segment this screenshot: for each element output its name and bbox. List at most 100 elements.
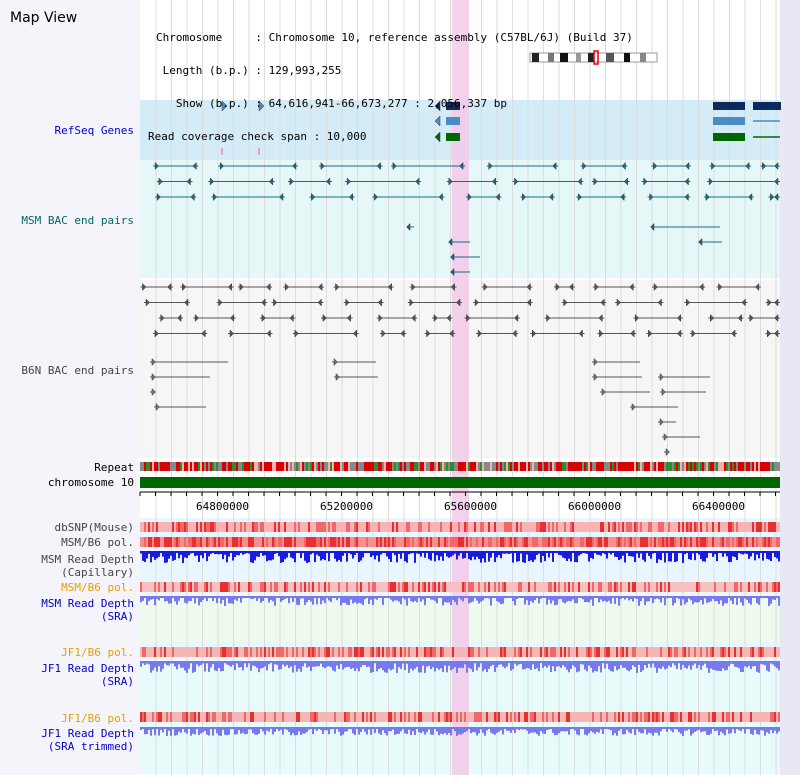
direction-arrow bbox=[229, 313, 235, 323]
read-depth-bar bbox=[690, 551, 692, 560]
read-depth-bar bbox=[526, 727, 528, 731]
heat-cell bbox=[186, 522, 188, 532]
track-label-refseq[interactable]: RefSeq Genes bbox=[54, 124, 134, 137]
heat-cell bbox=[750, 712, 752, 722]
heat-cell bbox=[582, 712, 584, 722]
read-depth-bar bbox=[204, 661, 206, 672]
heat-cell bbox=[768, 522, 770, 532]
heat-cell bbox=[750, 522, 752, 532]
heat-cell bbox=[226, 712, 228, 722]
heat-cell bbox=[538, 537, 540, 547]
read-depth-bar bbox=[372, 596, 374, 606]
read-depth-bar bbox=[758, 551, 760, 559]
read-depth-bar bbox=[542, 661, 544, 668]
read-depth-bar bbox=[676, 596, 678, 598]
heat-cell bbox=[702, 522, 704, 532]
read-depth-bar bbox=[376, 727, 378, 729]
read-depth-bar bbox=[602, 727, 604, 735]
repeat-segment bbox=[274, 462, 276, 471]
heat-cell bbox=[150, 647, 152, 657]
read-depth-bar bbox=[424, 727, 426, 735]
repeat-segment bbox=[182, 462, 184, 471]
info-chromosome: Chromosome : Chromosome 10, reference as… bbox=[156, 31, 633, 44]
read-depth-bar bbox=[260, 727, 262, 729]
heat-cell bbox=[266, 537, 268, 547]
heat-cell bbox=[150, 537, 152, 547]
read-depth-bar bbox=[238, 661, 240, 668]
read-depth-bar bbox=[172, 661, 174, 664]
direction-arrow bbox=[762, 161, 767, 171]
track-label-b6n-bac[interactable]: B6N BAC end pairs bbox=[21, 364, 134, 377]
read-depth-bar bbox=[576, 661, 578, 673]
heat-cell bbox=[184, 537, 186, 547]
heat-cell bbox=[674, 522, 676, 532]
heat-cell bbox=[208, 582, 210, 592]
read-depth-bar bbox=[252, 727, 254, 734]
read-depth-bar bbox=[218, 661, 220, 668]
heat-cell bbox=[426, 712, 428, 722]
read-depth-bar bbox=[402, 661, 404, 664]
read-depth-bar bbox=[682, 596, 684, 600]
read-depth-bar bbox=[758, 661, 760, 673]
read-depth-bar bbox=[468, 727, 470, 729]
heat-cell bbox=[172, 522, 174, 532]
track-label-msm-bac[interactable]: MSM BAC end pairs bbox=[21, 214, 134, 227]
read-depth-bar bbox=[170, 596, 172, 604]
heat-cell bbox=[212, 647, 214, 657]
read-depth-bar bbox=[304, 727, 306, 734]
heat-cell bbox=[364, 712, 366, 722]
direction-arrow bbox=[415, 177, 420, 186]
heat-cell bbox=[240, 537, 242, 547]
heat-cell bbox=[658, 522, 660, 532]
heat-cell bbox=[380, 582, 382, 592]
read-depth-bar bbox=[376, 596, 378, 600]
read-depth-bar bbox=[260, 661, 262, 669]
repeat-segment bbox=[436, 462, 438, 471]
heat-cell bbox=[200, 582, 202, 592]
repeat-segment bbox=[244, 462, 246, 471]
heat-cell bbox=[626, 712, 628, 722]
read-depth-bar bbox=[374, 727, 376, 734]
heat-cell bbox=[332, 712, 334, 722]
heat-cell bbox=[530, 712, 532, 722]
heat-cell bbox=[424, 712, 426, 722]
heat-cell bbox=[442, 537, 444, 547]
read-depth-bar bbox=[592, 661, 594, 673]
heat-cell bbox=[778, 522, 780, 532]
heat-cell bbox=[216, 537, 218, 547]
read-depth-bar bbox=[700, 596, 702, 601]
heat-cell bbox=[738, 537, 740, 547]
heat-cell bbox=[268, 537, 270, 547]
heat-cell bbox=[614, 582, 616, 592]
heat-cell bbox=[728, 582, 730, 592]
read-depth-bar bbox=[192, 727, 194, 734]
repeat-segment bbox=[448, 462, 450, 471]
heat-cell bbox=[292, 537, 294, 547]
read-depth-bar bbox=[706, 551, 708, 558]
read-depth-bar bbox=[504, 551, 506, 554]
direction-arrow bbox=[593, 372, 598, 382]
heat-cell bbox=[472, 582, 474, 592]
read-depth-bar bbox=[536, 727, 538, 734]
read-depth-bar bbox=[540, 727, 542, 732]
heat-cell bbox=[336, 582, 338, 592]
heat-cell bbox=[508, 537, 510, 547]
heat-cell bbox=[332, 647, 334, 657]
read-depth-bar bbox=[766, 551, 768, 559]
read-depth-bar bbox=[468, 596, 470, 604]
heat-cell bbox=[438, 712, 440, 722]
heat-cell bbox=[320, 537, 322, 547]
heat-cell bbox=[710, 647, 712, 657]
heat-cell bbox=[300, 537, 302, 547]
heat-cell bbox=[234, 537, 236, 547]
read-depth-bar bbox=[552, 661, 554, 667]
read-depth-bar bbox=[582, 551, 584, 553]
heat-cell bbox=[472, 537, 474, 547]
repeat-segment bbox=[630, 462, 632, 471]
heat-cell bbox=[720, 647, 722, 657]
read-depth-bar bbox=[194, 727, 196, 735]
heat-cell bbox=[482, 582, 484, 592]
heat-cell bbox=[392, 522, 394, 532]
ideogram-band bbox=[640, 53, 646, 62]
heat-cell bbox=[250, 537, 252, 547]
